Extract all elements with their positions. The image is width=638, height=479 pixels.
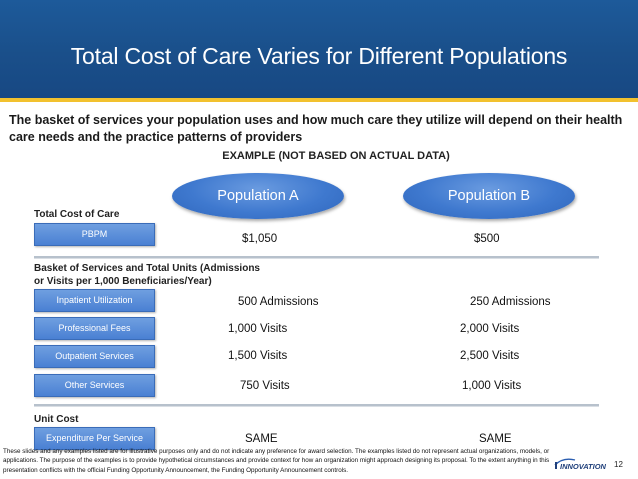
disclaimer-text: These slides and any examples listed are… (3, 448, 550, 474)
inpatient-value-b: 250 Admissions (470, 296, 551, 308)
page-number: 12 (614, 460, 623, 469)
outpatient-value-a: 1,500 Visits (228, 350, 288, 362)
slide-subtitle: The basket of services your population u… (9, 113, 623, 144)
slide-header: Total Cost of Care Varies for Different … (0, 0, 638, 102)
pbpm-value-a: $1,050 (242, 233, 278, 245)
row-label-other: Other Services (34, 374, 155, 397)
row-label-professional: Professional Fees (34, 317, 155, 340)
outpatient-value-b: 2,500 Visits (460, 350, 520, 362)
innovation-logo: INNOVATION (553, 456, 611, 471)
row-label-outpatient: Outpatient Services (34, 345, 155, 368)
section-basket-line2: or Visits per 1,000 Beneficiaries/Year) (34, 276, 212, 287)
row-label-inpatient: Inpatient Utilization (34, 289, 155, 312)
population-b-ellipse: Population B (403, 173, 575, 219)
section-divider (34, 404, 599, 407)
professional-value-b: 2,000 Visits (460, 323, 520, 335)
population-a-ellipse: Population A (172, 173, 344, 219)
inpatient-value-a: 500 Admissions (238, 296, 319, 308)
logo-text: INNOVATION (560, 462, 607, 471)
other-value-a: 750 Visits (240, 380, 290, 392)
professional-value-a: 1,000 Visits (228, 323, 288, 335)
expenditure-value-b: SAME (479, 433, 512, 445)
section-total-cost: Total Cost of Care (34, 209, 120, 220)
example-label: EXAMPLE (NOT BASED ON ACTUAL DATA) (222, 150, 450, 162)
section-unit-cost: Unit Cost (34, 414, 79, 425)
row-label-expenditure: Expenditure Per Service (34, 427, 155, 450)
expenditure-value-a: SAME (245, 433, 278, 445)
section-divider (34, 256, 599, 259)
pbpm-value-b: $500 (474, 233, 500, 245)
section-basket-line1: Basket of Services and Total Units (Admi… (34, 263, 260, 274)
slide-title: Total Cost of Care Varies for Different … (70, 43, 568, 69)
other-value-b: 1,000 Visits (462, 380, 522, 392)
row-label-pbpm: PBPM (34, 223, 155, 246)
